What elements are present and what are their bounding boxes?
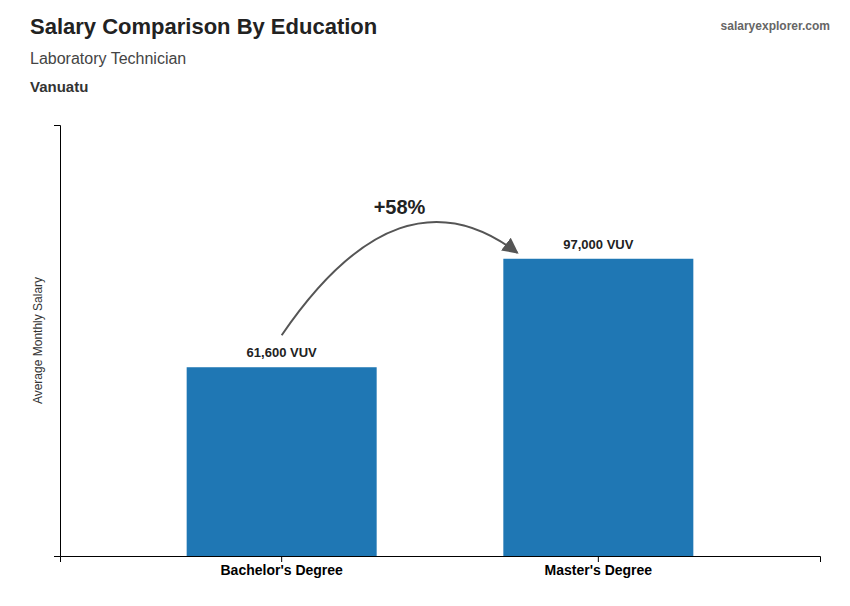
y-axis-line <box>54 126 61 557</box>
x-axis: Bachelor's Degree Master's Degree <box>61 556 821 578</box>
y-axis-title: Average Monthly Salary <box>31 277 45 404</box>
bar <box>503 259 693 556</box>
data-label: 97,000 VUV <box>563 237 633 252</box>
x-tick: Master's Degree <box>545 556 653 578</box>
x-axis-line <box>61 557 821 563</box>
chart: Salary Comparison By Education Laboratory… <box>0 0 850 606</box>
y-axis <box>54 126 61 557</box>
watermark: salaryexplorer.com <box>721 19 830 33</box>
annotation: Vanuatu <box>30 78 88 95</box>
change-arrow <box>282 222 518 335</box>
x-tick: Bachelor's Degree <box>220 556 343 578</box>
x-tick-label: Master's Degree <box>545 562 653 578</box>
plot-area: Bachelor's Degree Master's Degree 61,600 V… <box>54 126 821 578</box>
bars <box>187 259 694 556</box>
data-label: 61,600 VUV <box>247 345 317 360</box>
data-labels: 61,600 VUV 97,000 VUV <box>247 237 634 360</box>
change-label: +58% <box>374 196 426 218</box>
subtitle: Laboratory Technician <box>30 50 186 67</box>
title: Salary Comparison By Education <box>30 14 377 39</box>
x-tick-label: Bachelor's Degree <box>220 562 343 578</box>
bar <box>187 367 377 556</box>
